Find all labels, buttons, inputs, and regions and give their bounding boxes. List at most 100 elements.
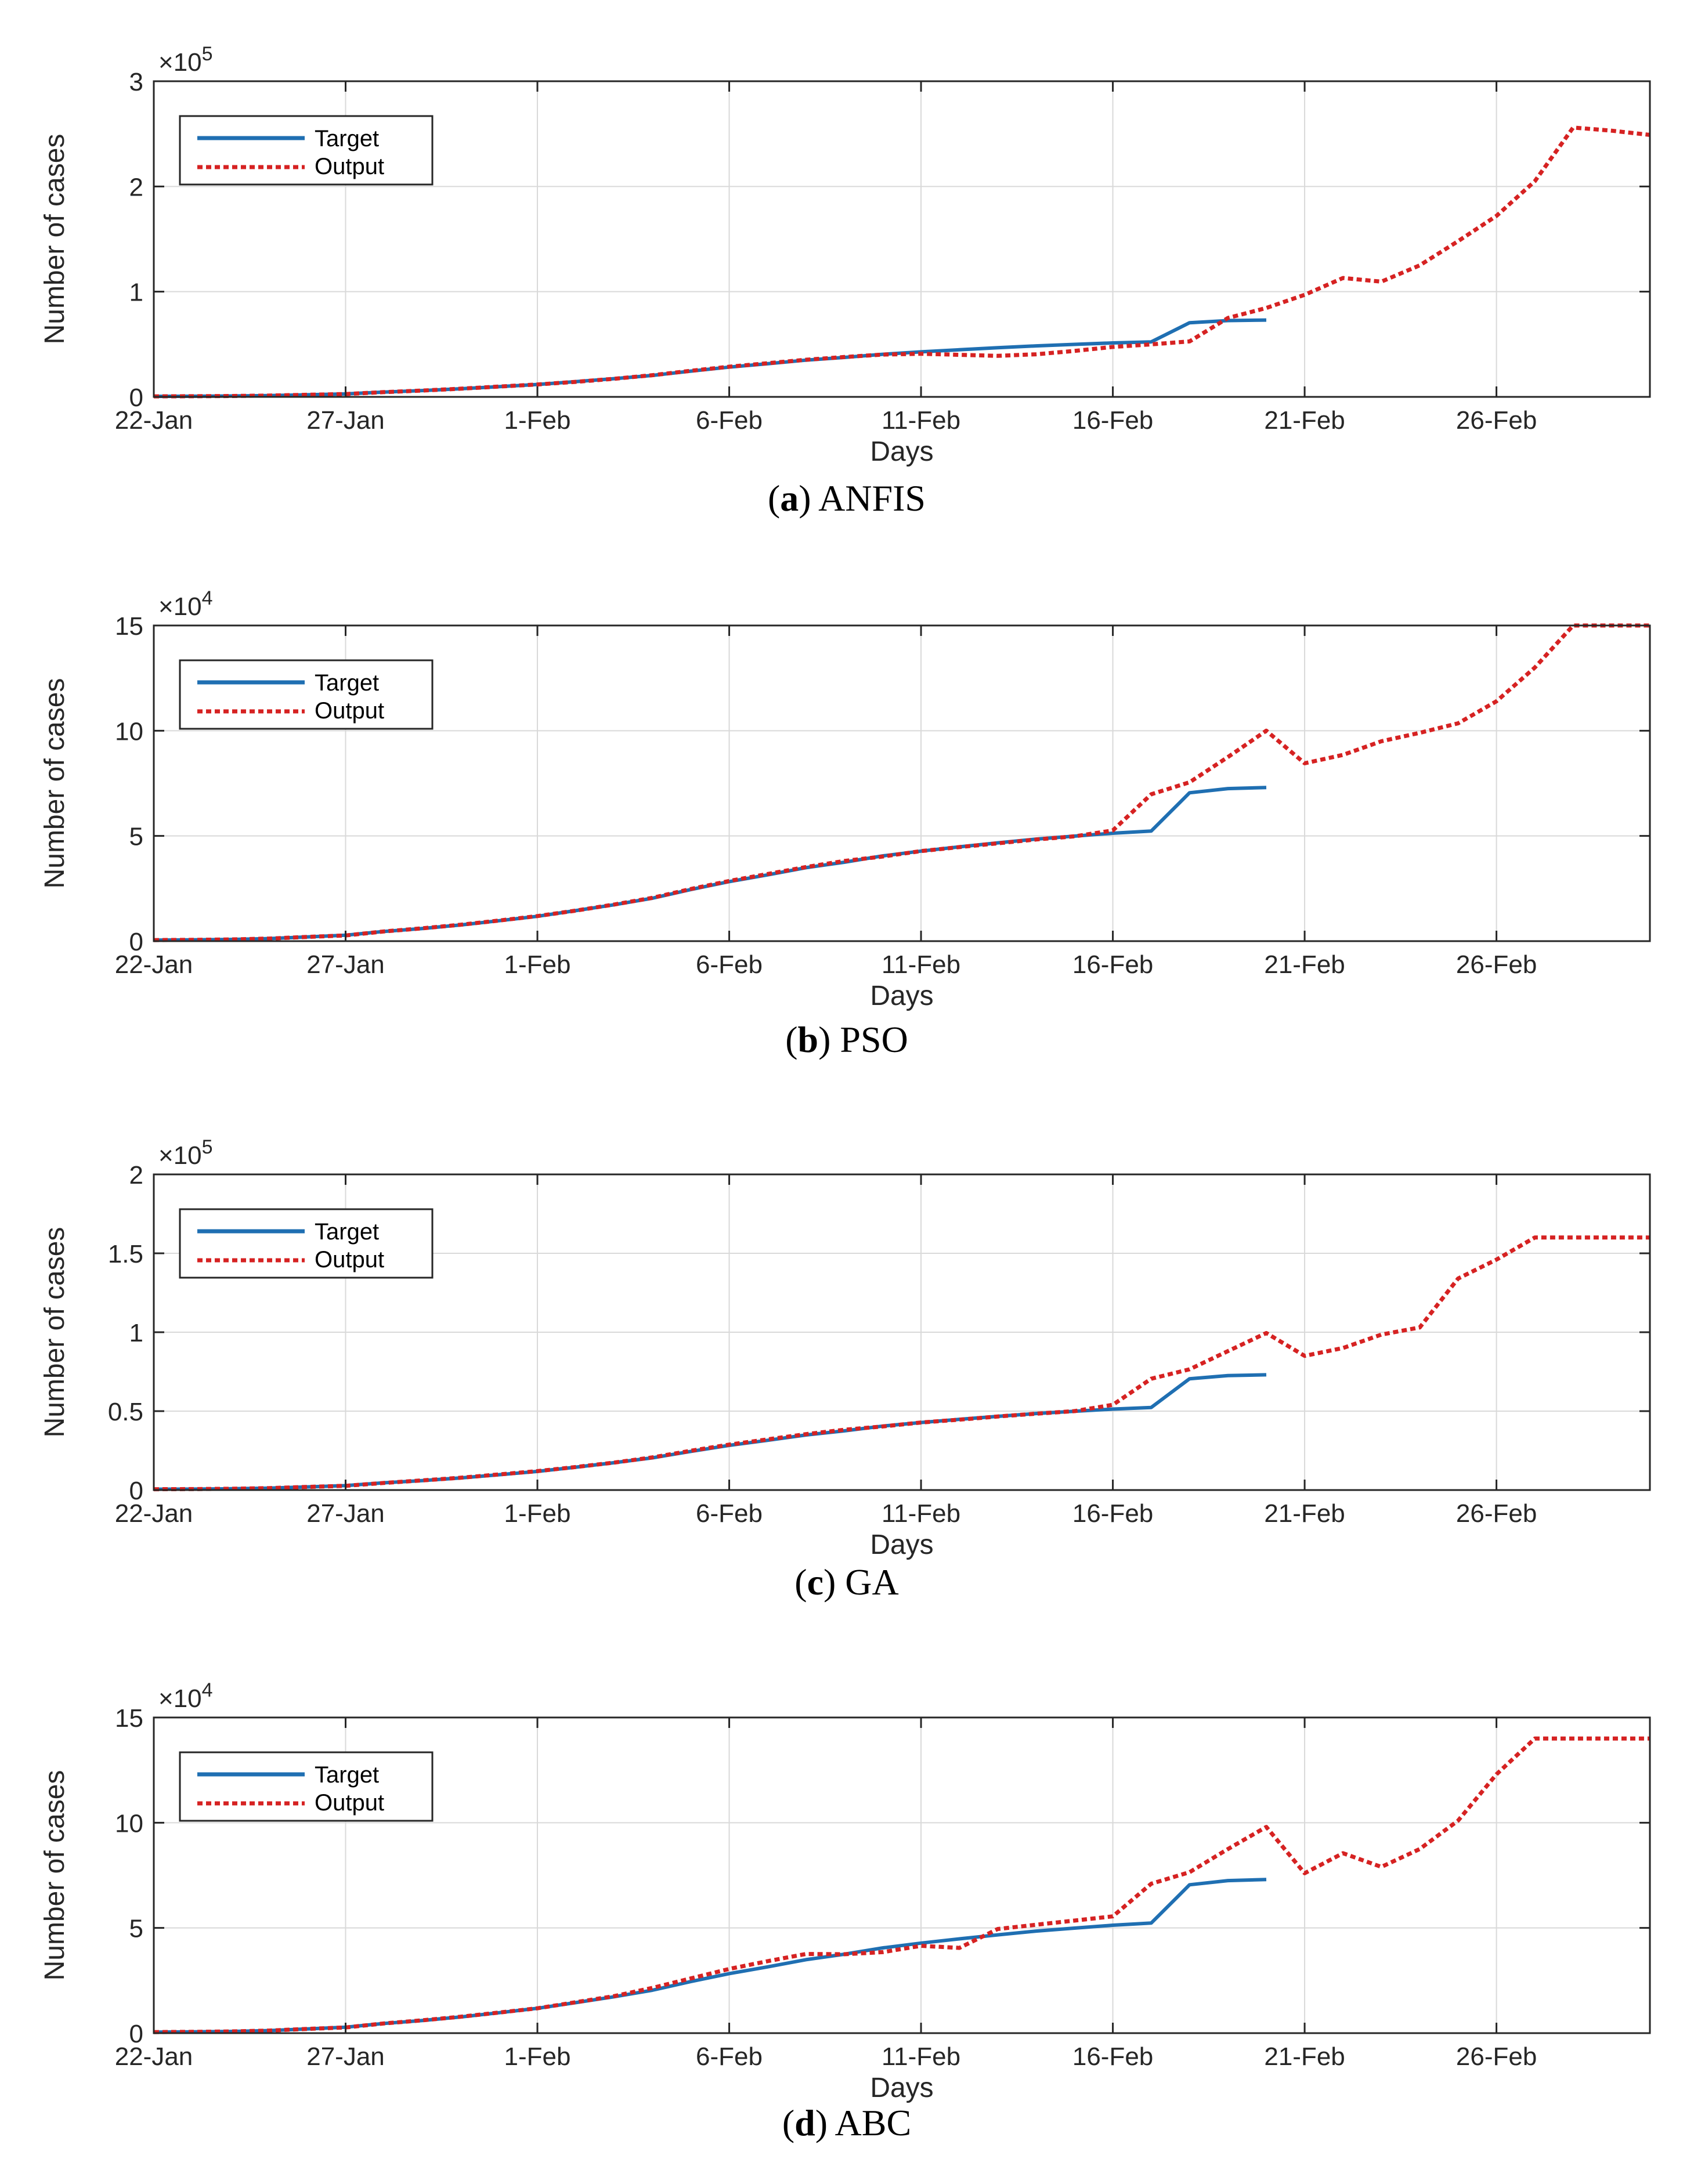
y-tick-label: 1.5 — [108, 1240, 143, 1268]
panel-caption: (a) ANFIS — [768, 478, 926, 519]
caption-paren-close: ) — [823, 1561, 845, 1603]
caption-method-name: ABC — [835, 2102, 912, 2143]
x-tick-label: 6-Feb — [696, 406, 763, 435]
x-tick-label: 11-Feb — [882, 2042, 960, 2071]
exponent-power: 5 — [202, 43, 213, 65]
axes-frame — [153, 624, 1651, 942]
caption-letter: a — [780, 478, 799, 519]
chart-panel-b: 22-Jan 27-Jan 1-Feb 6-Feb 11-Feb 16-Feb 21-Feb… — [39, 587, 1651, 1060]
x-tick-label: 1-Feb — [504, 950, 571, 979]
legend-output-label: Output — [315, 1247, 384, 1272]
exponent-base: ×10 — [158, 1684, 202, 1713]
caption-letter: d — [794, 2102, 815, 2143]
x-tick-label: 16-Feb — [1072, 2042, 1153, 2071]
x-tick-label: 16-Feb — [1072, 1499, 1153, 1528]
exponent-power: 4 — [202, 587, 213, 609]
legend-target-label: Target — [315, 670, 379, 696]
y-axis-label: Number of cases — [39, 1770, 70, 1981]
x-tick-label: 21-Feb — [1264, 950, 1345, 979]
x-tick-label: 27-Jan — [306, 406, 385, 435]
legend-target-label: Target — [315, 1219, 379, 1245]
panel-caption: (d) ABC — [782, 2102, 911, 2143]
caption-paren-open: ( — [768, 478, 780, 519]
y-exponent-label: ×104 — [158, 587, 213, 621]
x-tick-label: 26-Feb — [1456, 1499, 1537, 1528]
x-axis-label: Days — [870, 2073, 933, 2103]
x-tick-label: 6-Feb — [696, 2042, 763, 2071]
x-tick-label: 22-Jan — [115, 1499, 193, 1528]
x-tick-label: 1-Feb — [504, 1499, 571, 1528]
y-exponent-label: ×104 — [158, 1679, 213, 1713]
x-axis-label: Days — [870, 1529, 933, 1560]
y-tick-label: 1 — [129, 279, 143, 307]
y-exponent-label: ×105 — [158, 43, 213, 77]
legend-target-label: Target — [315, 126, 379, 151]
y-tick-label: 5 — [129, 823, 143, 851]
y-tick-label: 0 — [129, 384, 143, 412]
chart-panel-d: 22-Jan 27-Jan 1-Feb 6-Feb 11-Feb 16-Feb 21-Feb… — [39, 1679, 1651, 2143]
x-tick-label: 11-Feb — [882, 406, 960, 435]
legend-target-label: Target — [315, 1762, 379, 1788]
x-tick-label: 21-Feb — [1264, 2042, 1345, 2071]
x-tick-label: 16-Feb — [1072, 406, 1153, 435]
y-tick-label: 2 — [129, 173, 143, 201]
x-tick-label: 26-Feb — [1456, 950, 1537, 979]
x-tick-label: 21-Feb — [1264, 1499, 1345, 1528]
y-tick-label: 3 — [129, 68, 143, 96]
series-output-line — [153, 125, 1650, 399]
y-tick-label: 0 — [129, 928, 143, 956]
legend-box — [179, 115, 434, 186]
y-exponent-label: ×105 — [158, 1136, 213, 1170]
legend-box — [179, 1208, 434, 1279]
exponent-power: 4 — [202, 1679, 213, 1701]
x-tick-label: 27-Jan — [306, 2042, 385, 2071]
x-tick-label: 1-Feb — [504, 406, 571, 435]
x-tick-label: 22-Jan — [115, 2042, 193, 2071]
caption-paren-open: ( — [782, 2102, 794, 2143]
caption-method-name: PSO — [840, 1019, 908, 1060]
x-tick-label: 6-Feb — [696, 950, 763, 979]
y-tick-label: 10 — [115, 1809, 143, 1838]
legend-output-label: Output — [315, 1790, 384, 1816]
caption-letter: b — [798, 1019, 819, 1060]
panel-caption: (b) PSO — [785, 1019, 908, 1060]
y-axis-label: Number of cases — [39, 678, 70, 889]
y-tick-label: 0.5 — [108, 1398, 143, 1426]
y-tick-label: 0 — [129, 1477, 143, 1505]
x-tick-label: 16-Feb — [1072, 950, 1153, 979]
x-axis-label: Days — [870, 436, 933, 467]
y-axis-label: Number of cases — [39, 1227, 70, 1438]
caption-method-name: GA — [845, 1561, 898, 1603]
y-tick-label: 5 — [129, 1915, 143, 1943]
caption-method-name: ANFIS — [818, 478, 926, 519]
x-tick-label: 1-Feb — [504, 2042, 571, 2071]
axes-frame — [153, 80, 1651, 398]
x-tick-label: 22-Jan — [115, 950, 193, 979]
exponent-base: ×10 — [158, 1141, 202, 1170]
y-tick-label: 0 — [129, 2020, 143, 2048]
legend-output-label: Output — [315, 698, 384, 724]
exponent-base: ×10 — [158, 48, 202, 77]
panel-caption: (c) GA — [794, 1561, 898, 1603]
caption-paren-close: ) — [799, 478, 818, 519]
caption-letter: c — [807, 1561, 823, 1603]
legend-output-label: Output — [315, 154, 384, 179]
x-tick-label: 21-Feb — [1264, 406, 1345, 435]
caption-paren-close: ) — [818, 1019, 840, 1060]
legend-box — [179, 1751, 434, 1822]
x-tick-label: 26-Feb — [1456, 2042, 1537, 2071]
legend: Target Output — [179, 115, 434, 186]
x-tick-label: 22-Jan — [115, 406, 193, 435]
caption-paren-open: ( — [794, 1561, 807, 1603]
x-tick-label: 27-Jan — [306, 950, 385, 979]
x-tick-label: 6-Feb — [696, 1499, 763, 1528]
exponent-base: ×10 — [158, 592, 202, 621]
x-tick-label: 11-Feb — [882, 950, 960, 979]
series-output-line — [153, 1235, 1650, 1492]
caption-paren-close: ) — [815, 2102, 835, 2143]
x-tick-label: 26-Feb — [1456, 406, 1537, 435]
y-tick-label: 15 — [115, 612, 143, 641]
